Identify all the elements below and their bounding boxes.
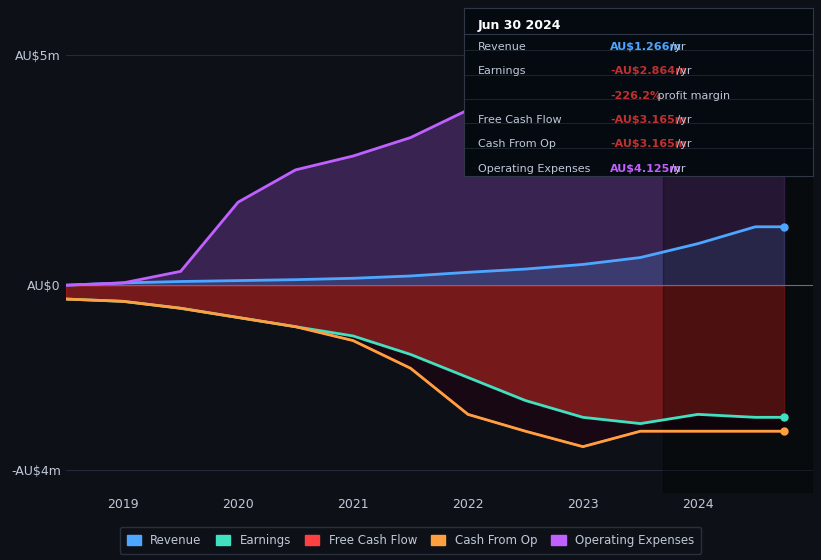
Text: -AU$3.165m: -AU$3.165m xyxy=(610,115,686,125)
Text: /yr: /yr xyxy=(667,42,686,52)
Text: Operating Expenses: Operating Expenses xyxy=(478,164,590,174)
Text: -226.2%: -226.2% xyxy=(610,91,662,101)
Text: Revenue: Revenue xyxy=(478,42,526,52)
Text: /yr: /yr xyxy=(673,66,692,76)
Text: /yr: /yr xyxy=(673,139,692,150)
Text: /yr: /yr xyxy=(667,164,686,174)
Legend: Revenue, Earnings, Free Cash Flow, Cash From Op, Operating Expenses: Revenue, Earnings, Free Cash Flow, Cash … xyxy=(120,527,701,554)
Text: Jun 30 2024: Jun 30 2024 xyxy=(478,19,562,32)
Text: -AU$3.165m: -AU$3.165m xyxy=(610,139,686,150)
Text: /yr: /yr xyxy=(673,115,692,125)
Text: profit margin: profit margin xyxy=(654,91,731,101)
Text: AU$4.125m: AU$4.125m xyxy=(610,164,682,174)
Bar xyxy=(663,8,813,493)
Text: Cash From Op: Cash From Op xyxy=(478,139,556,150)
Text: Free Cash Flow: Free Cash Flow xyxy=(478,115,562,125)
Text: AU$1.266m: AU$1.266m xyxy=(610,42,682,52)
Text: Earnings: Earnings xyxy=(478,66,526,76)
Text: -AU$2.864m: -AU$2.864m xyxy=(610,66,687,76)
